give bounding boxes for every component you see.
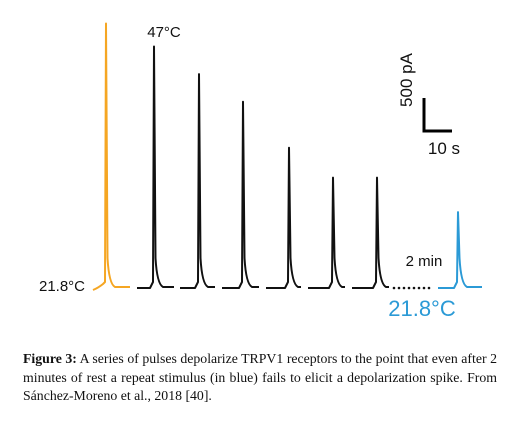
rest-gap-dot — [427, 286, 431, 290]
current-traces — [92, 22, 482, 291]
current-trace-5 — [266, 146, 301, 289]
scale-bar-lines — [422, 98, 452, 133]
figure-caption: Figure 3: A series of pulses depolarize … — [23, 350, 497, 406]
current-trace-6 — [308, 176, 345, 289]
current-trace-2 — [137, 45, 174, 289]
rest-gap-dot — [417, 286, 421, 290]
rest-gap-dot — [402, 286, 406, 290]
scale-bar-x-label: 10 s — [428, 139, 460, 158]
rest-duration-label: 2 min — [406, 253, 443, 270]
baseline-temperature-label-left: 21.8°C — [39, 278, 85, 295]
rest-gap-dot — [412, 286, 416, 290]
scale-bar-y-label: 500 pA — [397, 52, 416, 107]
caption-label: Figure 3: — [23, 351, 77, 366]
current-trace-7 — [352, 176, 389, 289]
current-trace-1 — [92, 22, 130, 291]
current-trace-8 — [438, 211, 482, 289]
current-trace-4 — [222, 100, 259, 289]
rest-gap-dot — [407, 286, 411, 290]
caption-text: A series of pulses depolarize TRPV1 rece… — [23, 351, 497, 403]
rest-gap-dots — [392, 286, 431, 290]
rest-gap-dot — [422, 286, 426, 290]
trpv1-current-trace-figure: 47°C 21.8°C 2 min 21.8°C 500 pA 10 s — [39, 22, 482, 321]
rest-gap-dot — [397, 286, 401, 290]
baseline-temperature-label-right: 21.8°C — [388, 296, 456, 321]
scale-bar: 500 pA 10 s — [397, 52, 460, 158]
stimulus-temperature-label: 47°C — [147, 24, 181, 41]
rest-gap-dot — [392, 286, 396, 290]
current-trace-3 — [180, 73, 215, 289]
